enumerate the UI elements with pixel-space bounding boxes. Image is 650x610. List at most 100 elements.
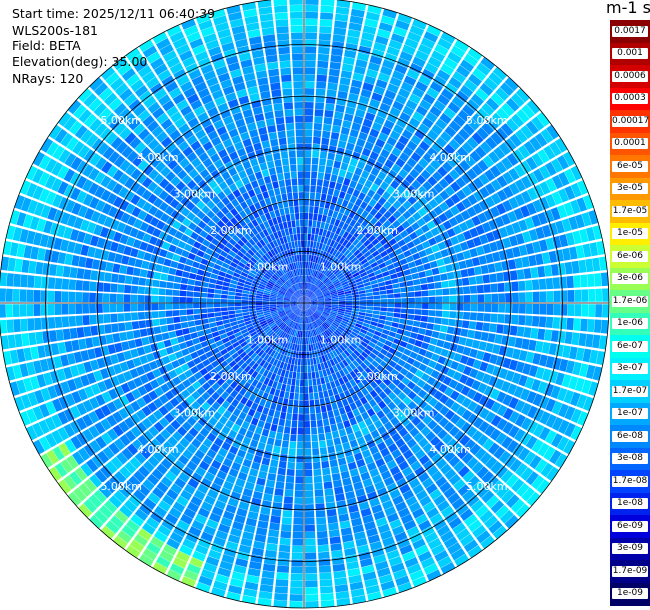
ppi-gate-cell bbox=[336, 400, 344, 409]
ppi-gate-cell bbox=[298, 400, 304, 407]
ppi-gate-cell bbox=[235, 309, 243, 314]
ppi-gate-cell bbox=[285, 318, 291, 325]
ppi-gate-cell bbox=[415, 50, 429, 62]
ppi-gate-cell bbox=[276, 230, 283, 238]
ppi-gate-cell bbox=[295, 469, 304, 477]
ppi-gate-cell bbox=[345, 357, 352, 365]
ppi-gate-cell bbox=[295, 291, 300, 298]
ppi-gate-cell bbox=[207, 312, 215, 318]
ppi-gate-cell bbox=[67, 491, 82, 507]
ppi-gate-cell bbox=[361, 227, 369, 236]
ppi-gate-cell bbox=[339, 133, 349, 142]
ppi-gate-cell bbox=[320, 324, 326, 331]
ppi-gate-cell bbox=[294, 386, 300, 393]
ppi-gate-cell bbox=[206, 448, 217, 459]
ppi-gate-cell bbox=[45, 401, 57, 415]
ppi-gate-cell bbox=[313, 287, 319, 293]
ppi-gate-cell bbox=[305, 573, 318, 581]
ppi-gate-cell bbox=[256, 120, 266, 129]
ppi-gate-cell bbox=[349, 318, 357, 323]
ppi-gate-cell bbox=[319, 572, 332, 580]
ppi-gate-cell bbox=[294, 392, 299, 400]
ppi-gate-cell bbox=[242, 436, 252, 446]
ppi-gate-cell bbox=[286, 290, 293, 296]
ppi-gate-cell bbox=[251, 362, 259, 371]
ppi-gate-cell bbox=[290, 314, 296, 320]
ppi-gate-cell bbox=[13, 319, 21, 333]
ppi-gate-cell bbox=[26, 408, 38, 424]
ppi-gate-cell bbox=[454, 382, 465, 393]
ppi-gate-cell bbox=[236, 449, 247, 459]
ppi-gate-cell bbox=[520, 417, 533, 431]
ppi-gate-cell bbox=[366, 189, 376, 198]
ppi-gate-cell bbox=[466, 206, 477, 218]
ppi-gate-cell bbox=[304, 60, 316, 68]
ppi-gate-cell bbox=[325, 495, 335, 503]
ppi-gate-cell bbox=[299, 275, 302, 283]
ppi-gate-cell bbox=[304, 490, 314, 498]
ppi-gate-cell bbox=[391, 147, 402, 158]
ppi-gate-cell bbox=[461, 320, 470, 329]
ppi-gate-cell bbox=[255, 373, 262, 381]
ppi-gate-cell bbox=[243, 588, 258, 598]
ppi-gate-cell bbox=[370, 429, 380, 439]
ppi-gate-cell bbox=[274, 586, 288, 594]
ppi-gate-cell bbox=[216, 377, 226, 386]
ppi-gate-cell bbox=[338, 406, 346, 415]
ppi-gate-cell bbox=[460, 210, 471, 221]
ppi-gate-cell bbox=[169, 397, 180, 408]
ppi-gate-cell bbox=[369, 128, 380, 138]
ppi-gate-cell bbox=[518, 315, 526, 326]
ppi-gate-cell bbox=[304, 317, 307, 324]
ppi-gate-cell bbox=[57, 411, 69, 425]
ppi-gate-cell bbox=[177, 426, 188, 437]
ppi-gate-cell bbox=[169, 465, 181, 477]
ppi-gate-cell bbox=[76, 363, 86, 375]
ppi-gate-cell bbox=[439, 201, 449, 212]
ppi-gate-cell bbox=[61, 303, 69, 315]
ppi-gate-cell bbox=[357, 317, 365, 323]
ppi-gate-cell bbox=[520, 467, 534, 481]
ppi-gate-cell bbox=[193, 174, 203, 184]
ppi-gate-cell bbox=[371, 238, 380, 246]
ppi-gate-cell bbox=[259, 13, 274, 22]
ppi-gate-cell bbox=[108, 151, 120, 164]
ppi-gate-cell bbox=[46, 141, 59, 157]
ppi-gate-cell bbox=[374, 356, 383, 364]
ppi-gate-cell bbox=[521, 338, 530, 350]
ppi-gate-cell bbox=[437, 37, 452, 51]
ppi-gate-cell bbox=[294, 308, 300, 314]
ppi-gate-cell bbox=[56, 224, 67, 238]
ppi-gate-cell bbox=[153, 173, 165, 185]
ppi-gate-cell bbox=[41, 276, 49, 289]
ppi-gate-cell bbox=[297, 282, 301, 290]
ppi-gate-cell bbox=[295, 269, 299, 276]
ppi-gate-cell bbox=[355, 414, 364, 424]
ppi-gate-cell bbox=[135, 185, 147, 197]
ppi-gate-cell bbox=[297, 290, 302, 297]
ppi-gate-cell bbox=[544, 329, 553, 342]
ppi-gate-cell bbox=[136, 422, 148, 434]
ppi-gate-cell bbox=[299, 393, 304, 401]
ppi-gate-cell bbox=[240, 494, 252, 504]
ppi-gate-cell bbox=[462, 346, 472, 356]
ppi-gate-cell bbox=[422, 213, 432, 224]
ppi-gate-cell bbox=[348, 254, 356, 261]
ppi-gate-cell bbox=[294, 490, 304, 498]
ppi-gate-cell bbox=[130, 168, 142, 180]
ppi-gate-cell bbox=[159, 248, 168, 258]
ppi-gate-cell bbox=[173, 68, 187, 81]
ppi-gate-cell bbox=[354, 198, 363, 207]
ppi-gate-cell bbox=[291, 285, 297, 292]
ppi-gate-cell bbox=[276, 565, 290, 573]
ppi-gate-cell bbox=[217, 275, 225, 282]
ppi-gate-cell bbox=[437, 500, 450, 512]
ppi-gate-cell bbox=[288, 279, 294, 286]
ppi-gate-cell bbox=[351, 474, 362, 484]
ppi-gate-cell bbox=[310, 296, 317, 300]
ppi-gate-cell bbox=[235, 558, 249, 568]
ppi-gate-cell bbox=[106, 229, 116, 240]
ppi-gate-cell bbox=[327, 209, 334, 217]
ppi-gate-cell bbox=[25, 425, 38, 441]
ppi-gate-cell bbox=[191, 206, 201, 216]
